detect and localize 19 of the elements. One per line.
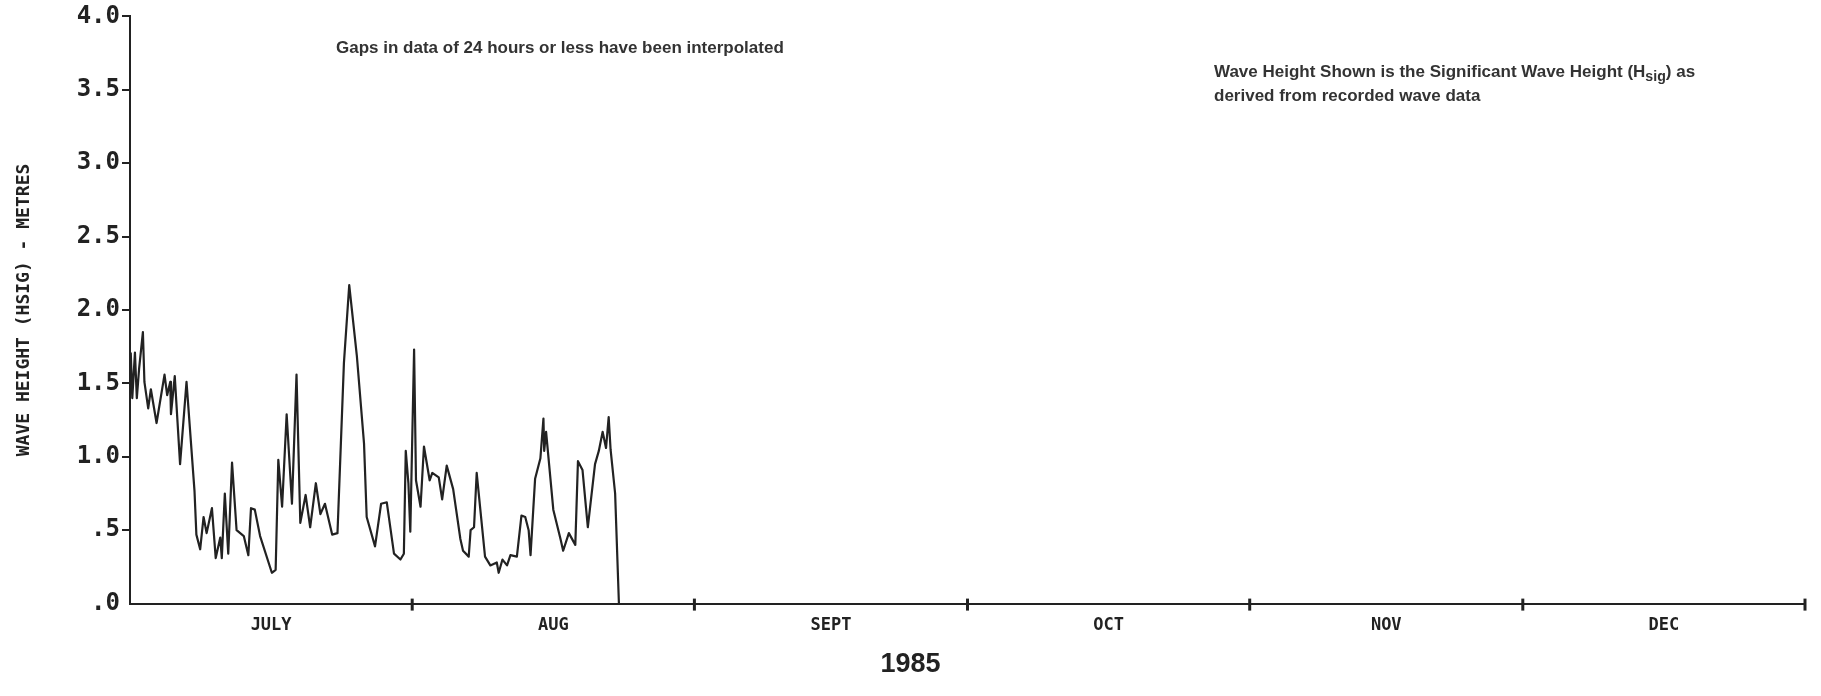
x-tick-label: AUG	[537, 614, 569, 635]
y-tick-label: 3.5	[76, 74, 120, 103]
x-tick-label: OCT	[1093, 614, 1124, 635]
y-tick-label: 2.5	[76, 220, 120, 249]
y-tick-label: .0	[91, 587, 120, 616]
x-tick-label: JULY	[250, 614, 293, 635]
y-tick-label: 1.5	[76, 367, 120, 396]
annotation: Gaps in data of 24 hours or less have been interpolated	[336, 38, 785, 57]
y-tick-label: 1.0	[76, 441, 120, 470]
y-tick-label: 4.0	[76, 0, 120, 29]
x-tick-label: NOV	[1370, 614, 1402, 635]
y-tick-label: .5	[91, 514, 120, 543]
text: Wave Height Shown is the Significant Wave Height (H$_{sig}$) as derived from recorded wave data	[1214, 62, 1696, 106]
x-tick-label: SEPT	[810, 614, 852, 635]
y-tick-label: 3.0	[76, 147, 120, 176]
x-axis-title: 1985	[879, 648, 942, 679]
y-tick-label: 2.0	[76, 294, 120, 323]
x-tick-label: DEC	[1648, 614, 1680, 635]
y-axis-title: WAVE HEIGHT (HSIG) - METRES	[12, 163, 34, 457]
